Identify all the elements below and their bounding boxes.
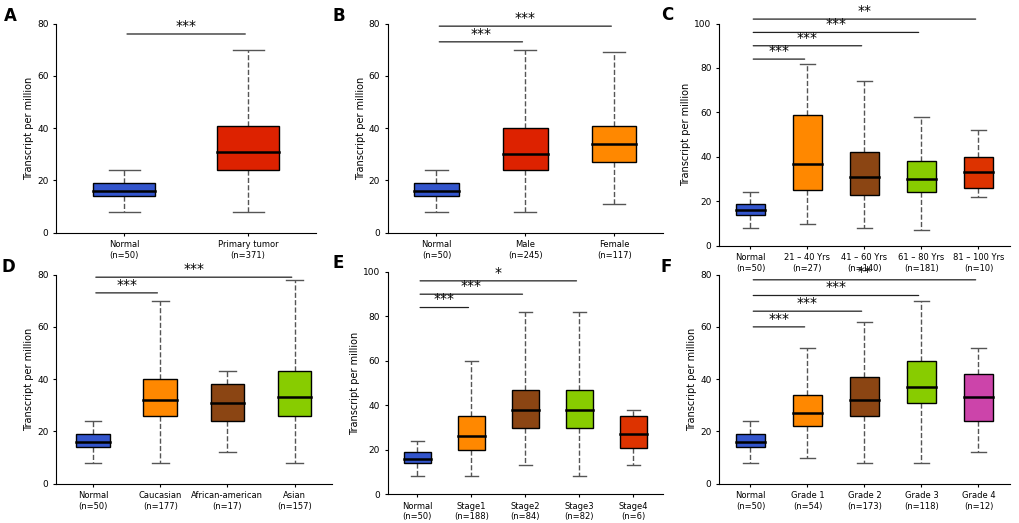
Text: E: E [332, 254, 343, 272]
Text: A: A [4, 7, 17, 25]
Bar [566, 390, 592, 428]
Text: ***: *** [767, 44, 789, 58]
Bar [906, 361, 934, 403]
Bar [906, 162, 934, 192]
Y-axis label: Transcript per million: Transcript per million [24, 327, 35, 431]
Text: **: ** [857, 4, 870, 18]
Y-axis label: Transcript per million: Transcript per million [681, 83, 691, 186]
Bar [217, 126, 279, 170]
Bar [963, 157, 991, 188]
Text: ***: *** [175, 19, 197, 33]
Text: ***: *** [116, 278, 137, 292]
Text: ***: *** [796, 31, 817, 44]
Bar [793, 395, 821, 426]
Bar [76, 434, 110, 447]
Y-axis label: Transcript per million: Transcript per million [687, 327, 697, 431]
Bar [502, 128, 547, 170]
Bar [850, 152, 877, 195]
Bar [93, 183, 155, 196]
Text: ***: *** [767, 312, 789, 326]
Text: ***: *** [470, 27, 491, 41]
Bar [512, 390, 538, 428]
Text: ***: *** [433, 292, 454, 306]
Text: ***: *** [824, 17, 846, 31]
Bar [736, 203, 764, 215]
Text: ***: *** [461, 279, 481, 293]
Bar [736, 434, 764, 447]
Bar [414, 183, 459, 196]
Bar [210, 384, 244, 421]
Text: ***: *** [796, 296, 817, 310]
Text: *: * [494, 266, 501, 280]
Text: **: ** [857, 265, 870, 279]
Bar [793, 115, 821, 190]
Bar [620, 416, 646, 448]
Y-axis label: Transcript per million: Transcript per million [356, 76, 366, 180]
Text: D: D [1, 258, 14, 276]
Text: ***: *** [824, 280, 846, 294]
Bar [277, 371, 311, 416]
Text: ***: *** [183, 262, 204, 276]
Text: F: F [660, 258, 672, 276]
Text: ***: *** [515, 11, 535, 25]
Bar [144, 379, 177, 416]
Y-axis label: Transcript per million: Transcript per million [350, 332, 360, 435]
Bar [850, 377, 877, 416]
Text: C: C [660, 6, 673, 24]
Bar [404, 452, 430, 463]
Text: B: B [332, 7, 344, 25]
Bar [963, 374, 991, 421]
Bar [458, 416, 484, 450]
Y-axis label: Transcript per million: Transcript per million [24, 76, 35, 180]
Bar [591, 126, 636, 162]
